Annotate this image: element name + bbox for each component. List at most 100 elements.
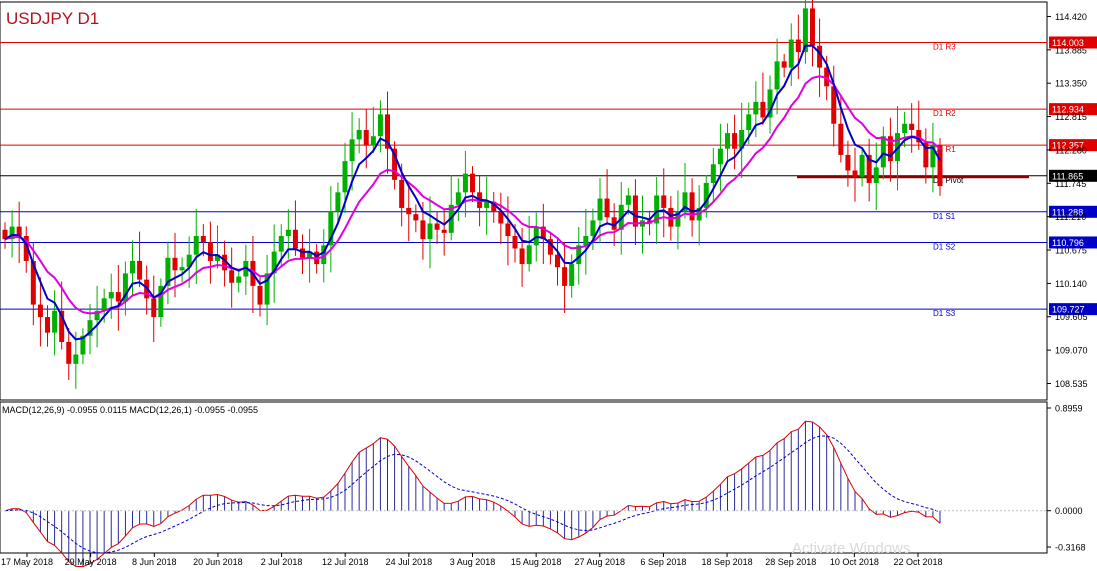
candle-body: [385, 114, 390, 149]
time-tick-label: 22 Oct 2018: [893, 557, 942, 567]
candle-body: [831, 86, 837, 124]
candle-body: [16, 226, 22, 236]
level-name: D1 R3: [933, 42, 956, 51]
macd-tick-label: 0.0000: [1055, 506, 1083, 516]
candle-body: [172, 257, 178, 271]
candle-body: [562, 267, 568, 286]
candle-body: [455, 192, 461, 205]
level-name: D1 S1: [933, 212, 956, 221]
price-tick-label: 112.280: [1055, 145, 1087, 155]
price-tick-label: 114.420: [1055, 12, 1087, 22]
price-tick-label: 110.140: [1055, 279, 1087, 289]
candle-body: [725, 133, 730, 149]
candle-body: [611, 217, 617, 230]
macd-panel-frame: [0, 401, 1048, 554]
candle-body: [158, 285, 164, 318]
candle-body: [498, 211, 504, 224]
price-tick-label: 111.745: [1055, 179, 1086, 189]
candle-body: [94, 310, 100, 321]
candle-body: [909, 123, 915, 130]
candle-body: [66, 342, 72, 364]
candle-body: [533, 226, 539, 246]
candle-body: [484, 201, 490, 208]
level-price-label: 109.727: [1052, 305, 1085, 315]
candle-body: [52, 310, 58, 333]
candle-body: [23, 235, 29, 261]
time-tick-label: 28 Sep 2018: [765, 557, 816, 567]
candle-body: [59, 310, 65, 343]
candle-body: [788, 39, 794, 68]
level-name: D1 S2: [933, 242, 956, 251]
slow-ma-line: [4, 75, 941, 315]
moving-average-lines: [4, 44, 941, 341]
candle-body: [682, 192, 688, 212]
candle-body: [838, 123, 844, 155]
candle-body: [866, 154, 872, 183]
macd-indicator-label: MACD(12,26,9) -0.0955 0.0115 MACD(12,26,…: [2, 405, 258, 415]
candle-body: [356, 129, 362, 140]
candle-body: [753, 101, 759, 115]
candle-body: [470, 173, 475, 193]
candle-body: [165, 257, 171, 286]
candle-body: [668, 207, 674, 227]
time-tick-label: 18 Sep 2018: [702, 557, 753, 567]
time-tick-label: 27 Aug 2018: [575, 557, 626, 567]
candle-body: [207, 242, 213, 261]
candle-body: [902, 123, 908, 134]
candle-body: [434, 223, 440, 230]
time-tick-label: 20 Jun 2018: [193, 557, 243, 567]
candle-body: [923, 142, 929, 168]
candle-body: [349, 139, 355, 162]
candle-body: [392, 148, 398, 180]
candle-body: [675, 211, 681, 227]
level-price-label: 110.796: [1052, 238, 1084, 248]
candle-body: [746, 114, 752, 130]
candle-body: [795, 39, 801, 53]
candle-body: [583, 235, 589, 246]
candle-body: [200, 235, 206, 243]
candle-body: [590, 220, 596, 236]
time-tick-label: 2 Jul 2018: [261, 557, 303, 567]
candle-body: [491, 201, 497, 212]
candle-body: [236, 276, 242, 283]
price-tick-label: 108.535: [1055, 379, 1088, 389]
candle-body: [930, 145, 936, 168]
level-name: D1 R1: [933, 145, 956, 154]
price-tick-label: 113.885: [1055, 45, 1087, 55]
candle-body: [597, 198, 603, 221]
pivot-level-lines: D1 R3 114.003 D1 R2 112.934 D1 R1 112.357 D1 P…: [0, 36, 1097, 318]
candle-body: [108, 292, 114, 299]
candle-body: [342, 161, 348, 193]
level-price-label: 114.003: [1052, 38, 1084, 48]
level-price-label: 112.357: [1052, 141, 1084, 151]
candle-body: [80, 335, 86, 355]
candle-body: [2, 229, 8, 240]
time-tick-label: 8 Jun 2018: [132, 557, 177, 567]
candle-body: [689, 192, 695, 221]
price-tick-label: 112.815: [1055, 112, 1087, 122]
candle-body: [441, 229, 447, 233]
level-price-box: [1049, 205, 1097, 218]
time-tick-label: 3 Aug 2018: [450, 557, 496, 567]
time-tick-label: 24 Jul 2018: [386, 557, 433, 567]
candle-body: [30, 260, 36, 305]
price-tick-label: 110.675: [1055, 246, 1087, 256]
candle-body: [229, 270, 235, 283]
candle-body: [654, 195, 660, 224]
candle-body: [37, 304, 43, 318]
candle-body: [257, 285, 263, 305]
candle-body: [264, 273, 270, 305]
candle-body: [300, 248, 305, 258]
macd-tick-label: -0.3168: [1055, 543, 1086, 553]
candle-body: [193, 235, 199, 255]
candle-body: [916, 129, 922, 143]
candle-body: [845, 154, 851, 171]
candle-body: [222, 254, 228, 271]
level-price-label: 112.934: [1052, 105, 1084, 115]
candle-body: [710, 164, 716, 183]
price-tick-label: 109.605: [1055, 312, 1088, 322]
candle-body: [547, 239, 553, 255]
candle-body: [555, 254, 560, 268]
candle-body: [101, 298, 107, 311]
candle-body: [859, 154, 865, 177]
